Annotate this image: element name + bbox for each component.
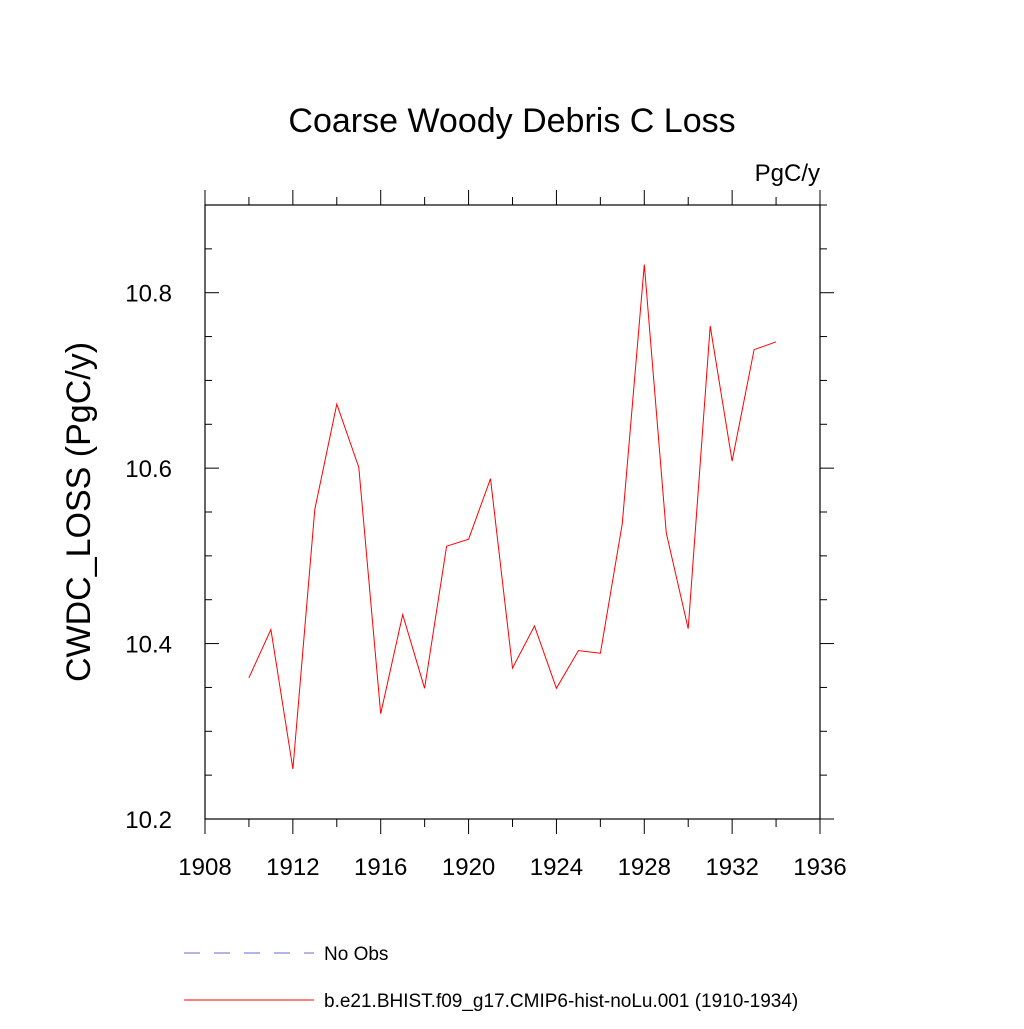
x-tick-label: 1908 bbox=[178, 854, 231, 881]
x-tick-label: 1912 bbox=[266, 854, 319, 881]
legend: No Obs b.e21.BHIST.f09_g17.CMIP6-hist-no… bbox=[184, 944, 798, 1012]
x-tick-label: 1936 bbox=[793, 854, 846, 881]
x-tick-label: 1916 bbox=[354, 854, 407, 881]
y-tick-label: 10.2 bbox=[125, 807, 172, 834]
units-label: PgC/y bbox=[755, 160, 820, 187]
plot-frame bbox=[204, 204, 821, 820]
x-tick-label: 1932 bbox=[705, 854, 758, 881]
y-tick-label: 10.4 bbox=[125, 632, 172, 659]
legend-label-no-obs: No Obs bbox=[324, 944, 388, 965]
x-tick-labels: 1908 1912 1916 1920 1924 1928 1932 1936 bbox=[178, 854, 846, 881]
y-tick-label: 10.8 bbox=[125, 281, 172, 308]
x-tick-label: 1920 bbox=[442, 854, 495, 881]
legend-label-model: b.e21.BHIST.f09_g17.CMIP6-hist-noLu.001 … bbox=[324, 991, 798, 1012]
series-group bbox=[248, 264, 777, 770]
x-tick-label: 1928 bbox=[618, 854, 671, 881]
series-line bbox=[248, 264, 777, 770]
x-tick-label: 1924 bbox=[530, 854, 583, 881]
axis-ticks bbox=[204, 190, 834, 834]
y-tick-label: 10.6 bbox=[125, 456, 172, 483]
chart-title: Coarse Woody Debris C Loss bbox=[288, 102, 735, 140]
y-tick-labels: 10.2 10.4 10.6 10.8 bbox=[125, 281, 172, 834]
y-axis-label: CWDC_LOSS (PgC/y) bbox=[60, 342, 98, 682]
